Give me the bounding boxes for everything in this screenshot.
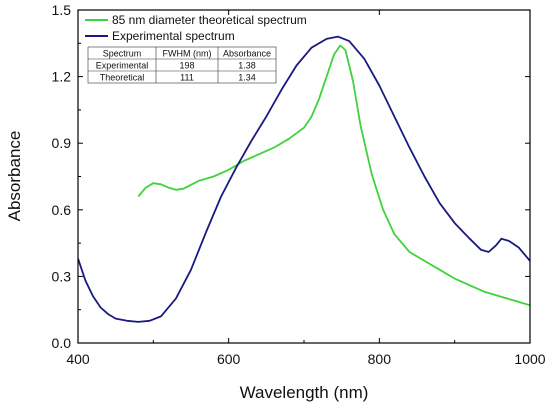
table-cell-experimental-name: Experimental xyxy=(96,61,149,71)
table-cell-theoretical-fwhm: 111 xyxy=(180,73,194,83)
table-header-spectrum: Spectrum xyxy=(103,49,142,59)
table-cell-theoretical-absorbance: 1.34 xyxy=(238,73,256,83)
series-line-85-nm-diameter-theoretical-spectrum xyxy=(137,44,530,307)
fwhm-table: Spectrum FWHM (nm) Absorbance Experiment… xyxy=(87,46,277,84)
y-tick-label: 1.5 xyxy=(52,2,72,18)
table-cell-experimental-absorbance: 1.38 xyxy=(238,61,256,71)
legend: 85 nm diameter theoretical spectrum Expe… xyxy=(85,13,307,43)
y-tick-label: 1.2 xyxy=(52,69,72,85)
table-cell-theoretical-name: Theoretical xyxy=(100,73,145,83)
x-tick-label: 400 xyxy=(66,351,90,367)
table-header-absorbance: Absorbance xyxy=(223,49,271,59)
y-tick-label: 0.6 xyxy=(52,202,72,218)
series-line-experimental-spectrum xyxy=(78,35,530,323)
y-tick-label: 0.9 xyxy=(52,135,72,151)
legend-label-experimental: Experimental spectrum xyxy=(112,29,235,43)
table-cell-experimental-fwhm: 198 xyxy=(179,61,194,71)
y-tick-label: 0.3 xyxy=(52,268,72,284)
x-tick-label: 600 xyxy=(217,351,241,367)
x-tick-label: 800 xyxy=(368,351,392,367)
legend-label-theoretical: 85 nm diameter theoretical spectrum xyxy=(112,13,307,27)
y-tick-label: 0.0 xyxy=(52,335,72,351)
x-axis-title: Wavelength (nm) xyxy=(240,383,369,402)
table-header-fwhm: FWHM (nm) xyxy=(163,49,212,59)
x-tick-label: 1000 xyxy=(514,351,545,367)
y-axis-title: Absorbance xyxy=(5,131,24,222)
